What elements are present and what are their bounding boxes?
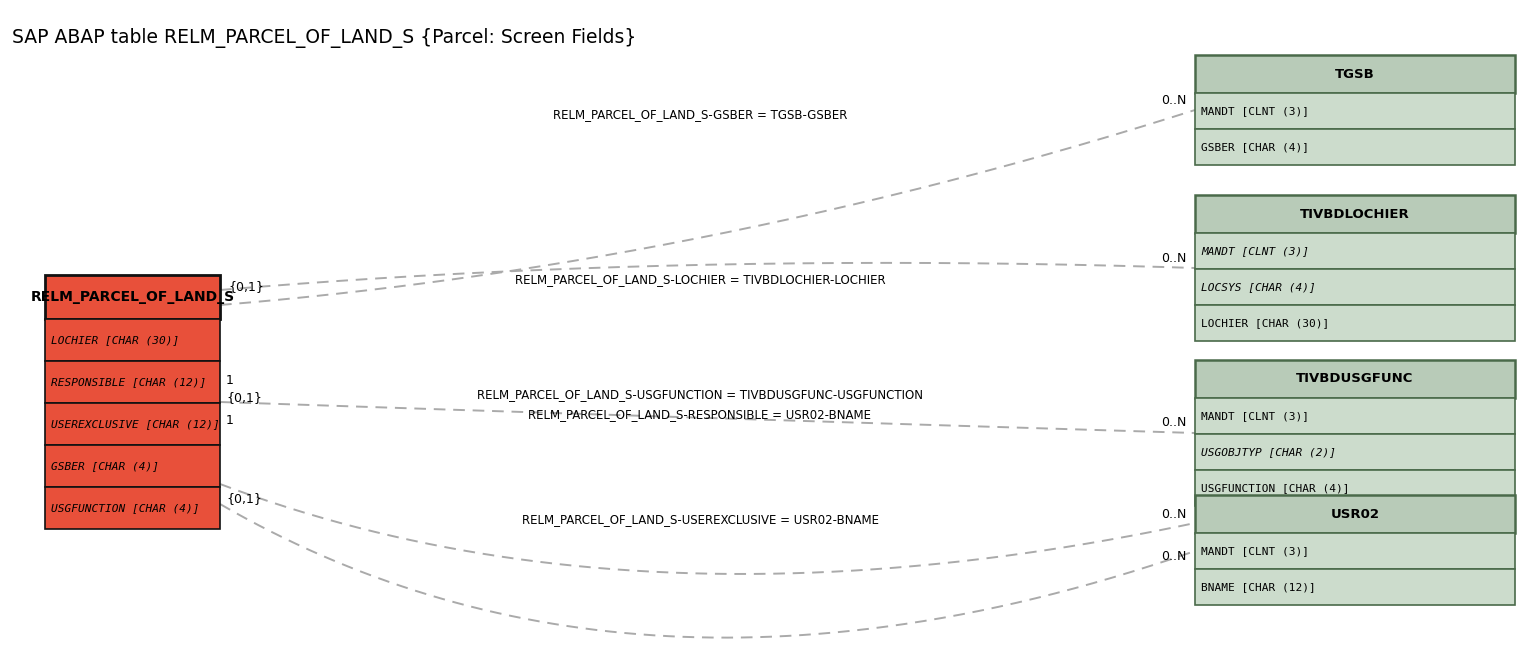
- Text: RELM_PARCEL_OF_LAND_S-USEREXCLUSIVE = USR02-BNAME: RELM_PARCEL_OF_LAND_S-USEREXCLUSIVE = US…: [521, 513, 878, 526]
- Bar: [1196, 269, 1515, 305]
- Bar: [1196, 495, 1515, 533]
- Text: 0..N: 0..N: [1162, 93, 1187, 106]
- Text: MANDT [CLNT (3)]: MANDT [CLNT (3)]: [1200, 546, 1309, 556]
- Bar: [44, 487, 221, 529]
- Bar: [1196, 398, 1515, 434]
- Bar: [1196, 360, 1515, 398]
- Text: USGOBJTYP [CHAR (2)]: USGOBJTYP [CHAR (2)]: [1200, 447, 1335, 457]
- Text: 0..N: 0..N: [1162, 550, 1187, 563]
- Text: MANDT [CLNT (3)]: MANDT [CLNT (3)]: [1200, 246, 1309, 256]
- Text: LOCHIER [CHAR (30)]: LOCHIER [CHAR (30)]: [51, 335, 179, 345]
- Text: 1: 1: [225, 374, 235, 387]
- Text: {0,1}: {0,1}: [225, 391, 262, 404]
- Text: GSBER [CHAR (4)]: GSBER [CHAR (4)]: [1200, 142, 1309, 152]
- Text: TGSB: TGSB: [1335, 67, 1375, 80]
- Bar: [44, 403, 221, 445]
- Text: GSBER [CHAR (4)]: GSBER [CHAR (4)]: [51, 461, 159, 471]
- Text: RELM_PARCEL_OF_LAND_S-RESPONSIBLE = USR02-BNAME: RELM_PARCEL_OF_LAND_S-RESPONSIBLE = USR0…: [529, 408, 871, 421]
- Text: {0,1}: {0,1}: [225, 493, 262, 506]
- Bar: [44, 361, 221, 403]
- Text: RELM_PARCEL_OF_LAND_S-USGFUNCTION = TIVBDUSGFUNC-USGFUNCTION: RELM_PARCEL_OF_LAND_S-USGFUNCTION = TIVB…: [477, 389, 923, 402]
- Text: 0..N: 0..N: [1162, 509, 1187, 522]
- Text: RESPONSIBLE [CHAR (12)]: RESPONSIBLE [CHAR (12)]: [51, 377, 207, 387]
- Text: {0,1}: {0,1}: [228, 280, 264, 293]
- Text: LOCHIER [CHAR (30)]: LOCHIER [CHAR (30)]: [1200, 318, 1329, 328]
- Bar: [1196, 533, 1515, 569]
- Text: USGFUNCTION [CHAR (4)]: USGFUNCTION [CHAR (4)]: [51, 503, 199, 513]
- Text: 1: 1: [225, 413, 235, 426]
- Bar: [44, 445, 221, 487]
- Text: SAP ABAP table RELM_PARCEL_OF_LAND_S {Parcel: Screen Fields}: SAP ABAP table RELM_PARCEL_OF_LAND_S {Pa…: [12, 28, 636, 48]
- Text: USEREXCLUSIVE [CHAR (12)]: USEREXCLUSIVE [CHAR (12)]: [51, 419, 219, 429]
- Bar: [1196, 55, 1515, 93]
- Bar: [1196, 195, 1515, 233]
- Text: MANDT [CLNT (3)]: MANDT [CLNT (3)]: [1200, 106, 1309, 116]
- Text: MANDT [CLNT (3)]: MANDT [CLNT (3)]: [1200, 411, 1309, 421]
- Text: BNAME [CHAR (12)]: BNAME [CHAR (12)]: [1200, 582, 1315, 592]
- Bar: [1196, 93, 1515, 129]
- Text: TIVBDLOCHIER: TIVBDLOCHIER: [1300, 208, 1410, 221]
- Text: LOCSYS [CHAR (4)]: LOCSYS [CHAR (4)]: [1200, 282, 1315, 292]
- Text: 0..N: 0..N: [1162, 252, 1187, 265]
- Text: 0..N: 0..N: [1162, 417, 1187, 430]
- Bar: [1196, 470, 1515, 506]
- Bar: [44, 275, 221, 319]
- Bar: [1196, 129, 1515, 165]
- Text: RELM_PARCEL_OF_LAND_S: RELM_PARCEL_OF_LAND_S: [31, 290, 235, 304]
- Bar: [1196, 569, 1515, 605]
- Bar: [44, 319, 221, 361]
- Bar: [1196, 233, 1515, 269]
- Text: RELM_PARCEL_OF_LAND_S-LOCHIER = TIVBDLOCHIER-LOCHIER: RELM_PARCEL_OF_LAND_S-LOCHIER = TIVBDLOC…: [515, 273, 886, 286]
- Bar: [1196, 434, 1515, 470]
- Text: USGFUNCTION [CHAR (4)]: USGFUNCTION [CHAR (4)]: [1200, 483, 1349, 493]
- Text: USR02: USR02: [1331, 508, 1380, 520]
- Text: TIVBDUSGFUNC: TIVBDUSGFUNC: [1297, 373, 1413, 386]
- Bar: [1196, 305, 1515, 341]
- Text: RELM_PARCEL_OF_LAND_S-GSBER = TGSB-GSBER: RELM_PARCEL_OF_LAND_S-GSBER = TGSB-GSBER: [553, 108, 848, 121]
